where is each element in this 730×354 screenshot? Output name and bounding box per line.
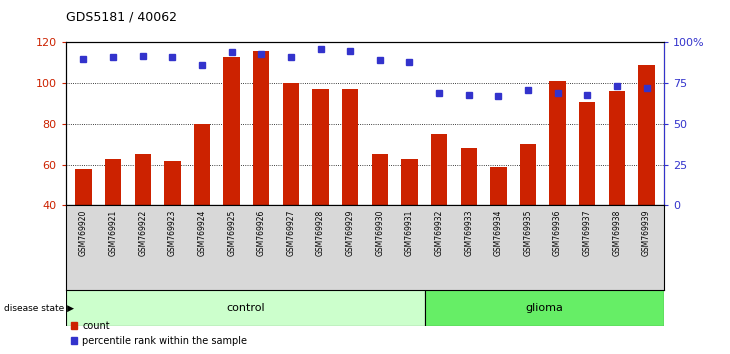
Text: GSM769923: GSM769923 [168, 210, 177, 256]
Text: GSM769937: GSM769937 [583, 210, 592, 256]
Bar [134, 154, 151, 205]
Bar [402, 159, 418, 205]
Text: GDS5181 / 40062: GDS5181 / 40062 [66, 11, 177, 24]
Bar [75, 169, 92, 205]
Text: control: control [226, 303, 264, 313]
Text: GSM769935: GSM769935 [523, 210, 532, 256]
Text: GSM769936: GSM769936 [553, 210, 562, 256]
Text: disease state ▶: disease state ▶ [4, 303, 74, 313]
Bar [609, 91, 625, 205]
Bar [253, 51, 269, 205]
Text: GSM769930: GSM769930 [375, 210, 384, 256]
Text: GSM769939: GSM769939 [642, 210, 651, 256]
Text: glioma: glioma [526, 303, 564, 313]
Bar [164, 161, 180, 205]
Text: GSM769925: GSM769925 [227, 210, 236, 256]
Text: GSM769922: GSM769922 [138, 210, 147, 256]
Text: GSM769938: GSM769938 [612, 210, 621, 256]
Text: GSM769920: GSM769920 [79, 210, 88, 256]
Bar [461, 148, 477, 205]
Bar [579, 102, 596, 205]
Text: GSM769933: GSM769933 [464, 210, 473, 256]
Text: GSM769928: GSM769928 [316, 210, 325, 256]
Text: GSM769927: GSM769927 [286, 210, 296, 256]
Bar [223, 57, 239, 205]
Bar [491, 167, 507, 205]
Text: GSM769926: GSM769926 [257, 210, 266, 256]
Bar [638, 65, 655, 205]
Text: GSM769931: GSM769931 [405, 210, 414, 256]
Bar [312, 89, 328, 205]
Bar [105, 159, 121, 205]
Text: GSM769934: GSM769934 [494, 210, 503, 256]
Bar [372, 154, 388, 205]
Text: GSM769932: GSM769932 [434, 210, 444, 256]
Bar [550, 81, 566, 205]
Text: GSM769924: GSM769924 [198, 210, 207, 256]
Bar [283, 83, 299, 205]
Bar [520, 144, 536, 205]
Text: GSM769921: GSM769921 [109, 210, 118, 256]
Bar [342, 89, 358, 205]
Legend: count, percentile rank within the sample: count, percentile rank within the sample [71, 321, 247, 346]
Bar [66, 290, 425, 326]
Bar [431, 134, 447, 205]
Bar [425, 290, 664, 326]
Bar [194, 124, 210, 205]
Text: GSM769929: GSM769929 [346, 210, 355, 256]
